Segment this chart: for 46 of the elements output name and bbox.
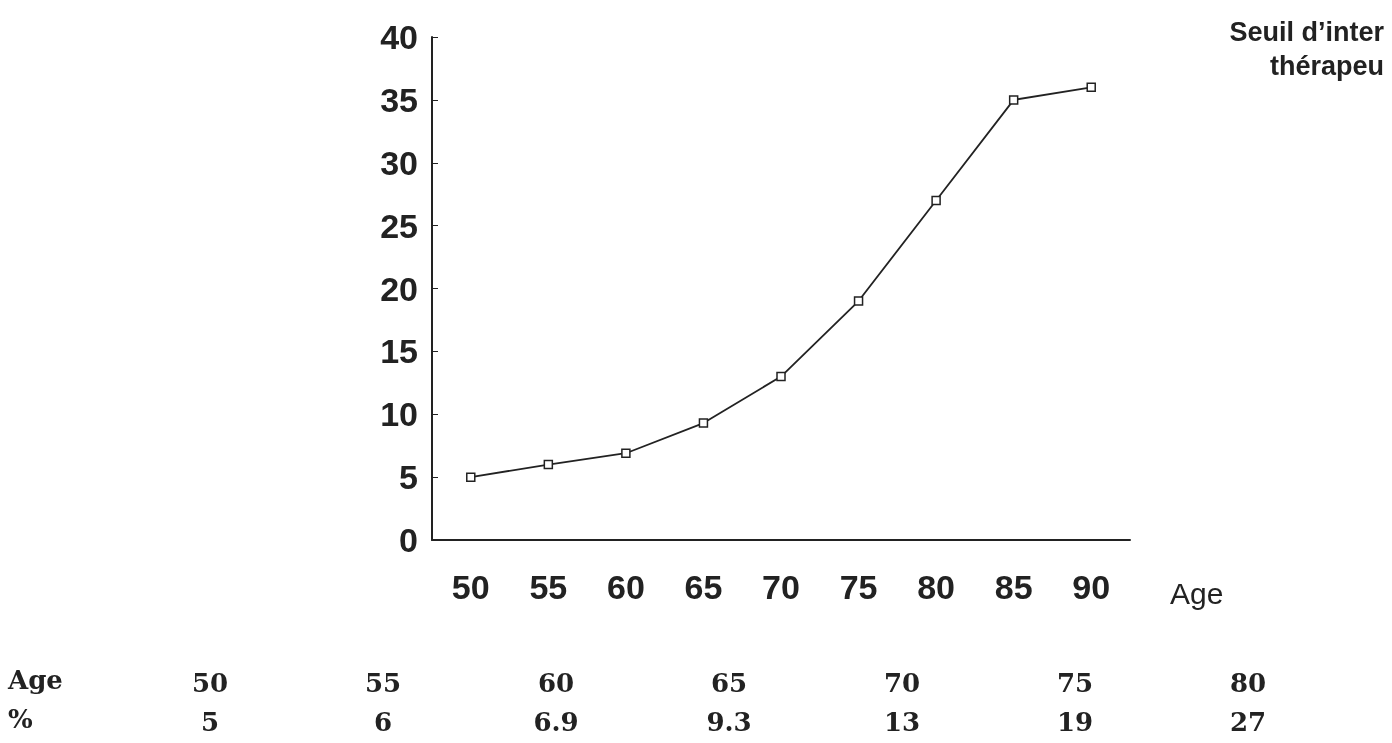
text: 65 xyxy=(710,668,748,698)
text: 6 xyxy=(373,707,393,737)
text: 55 xyxy=(364,668,402,698)
x-tick-label: 80 xyxy=(917,568,956,606)
y-tick-label: 10 xyxy=(380,395,418,434)
text: Age xyxy=(7,665,63,695)
y-tick-label: 5 xyxy=(399,458,418,497)
text: thérapeu xyxy=(1269,50,1384,81)
x-tick-label: 60 xyxy=(606,568,645,606)
x-tick-label: 75 xyxy=(839,568,878,606)
point xyxy=(1086,82,1096,93)
text: Seuil d’inter xyxy=(1229,16,1385,47)
point xyxy=(621,448,631,458)
y-tick-label: 40 xyxy=(380,18,418,56)
y-tick-label: 25 xyxy=(380,206,418,245)
text: 80 xyxy=(1229,668,1267,698)
text: 6.9 xyxy=(533,707,579,737)
y-tick-label: 20 xyxy=(380,269,418,308)
x-tick-label: 65 xyxy=(684,568,723,606)
y-tick-label: 0 xyxy=(399,521,418,559)
point xyxy=(1008,95,1019,105)
point xyxy=(931,195,941,206)
y-tick-label: 35 xyxy=(380,80,418,119)
x-tick-label: 50 xyxy=(451,568,490,606)
text: 19 xyxy=(1056,707,1094,737)
point xyxy=(543,459,554,470)
point xyxy=(776,371,786,382)
y-tick-label: 15 xyxy=(380,332,418,371)
text: 60 xyxy=(537,668,575,698)
text: 9.3 xyxy=(706,707,752,737)
text: 50 xyxy=(191,668,229,698)
text: 27 xyxy=(1229,707,1267,737)
text: 13 xyxy=(883,707,921,737)
y-tick-label: 30 xyxy=(380,143,418,182)
text: 75 xyxy=(1056,668,1094,698)
x-axis-title: Age xyxy=(1170,576,1224,610)
x-tick-label: 70 xyxy=(762,568,800,606)
text: % xyxy=(8,704,33,734)
point xyxy=(853,296,864,306)
text: 5 xyxy=(200,707,220,737)
point xyxy=(466,472,476,482)
x-tick-label: 90 xyxy=(1072,568,1111,606)
point xyxy=(698,418,709,428)
x-tick-label: 55 xyxy=(529,568,568,606)
x-tick-label: 85 xyxy=(994,568,1033,606)
text: 70 xyxy=(883,668,921,698)
